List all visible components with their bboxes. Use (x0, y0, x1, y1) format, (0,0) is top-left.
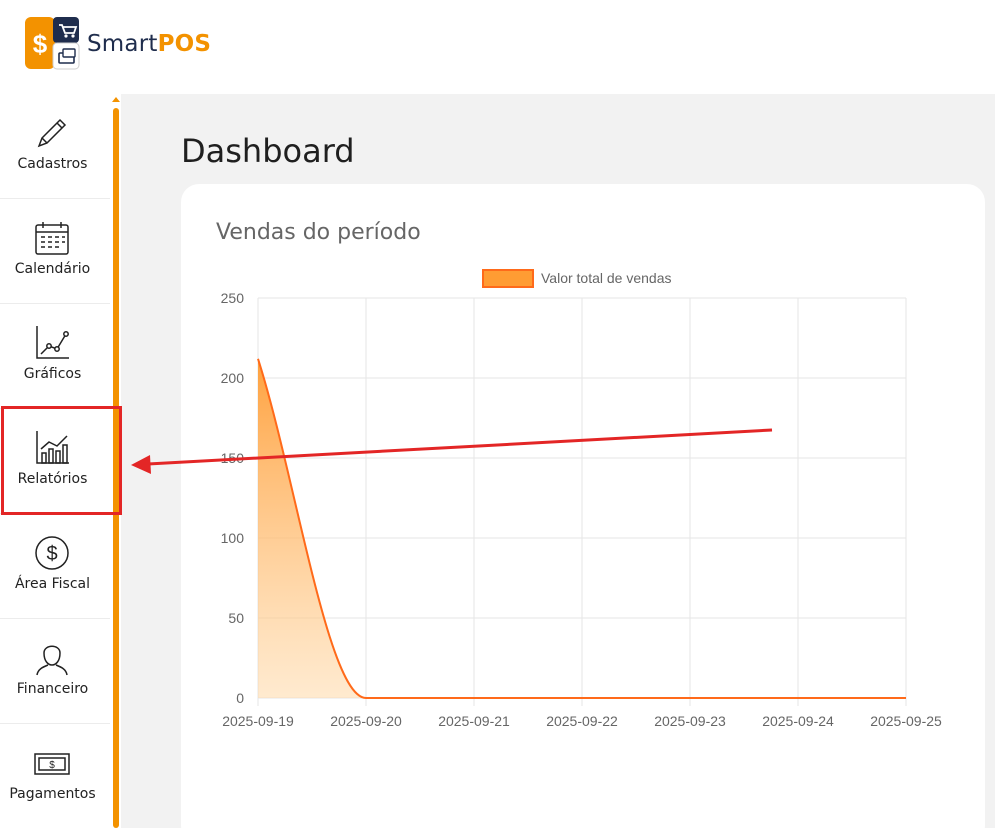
sidebar-item-cadastros[interactable]: Cadastros (0, 94, 110, 199)
top-bar: $ SmartPOS (0, 0, 995, 94)
sidebar-item-label: Gráficos (23, 366, 82, 382)
sidebar-item-graficos[interactable]: Gráficos (0, 304, 110, 409)
smartpos-logo-icon[interactable]: $ (25, 15, 81, 71)
person-icon (33, 639, 71, 677)
svg-text:$: $ (49, 760, 55, 771)
sidebar-item-pagamentos[interactable]: $ Pagamentos (0, 724, 110, 828)
bar-chart-icon (33, 429, 71, 467)
page-title: Dashboard (181, 132, 355, 170)
sidebar: Cadastros Calendário Gráficos Relatórios (0, 94, 120, 828)
svg-text:$: $ (33, 29, 48, 59)
brand-name-part1: Smart (87, 31, 158, 57)
sidebar-item-label: Cadastros (17, 156, 88, 172)
scrollbar-up-arrow-icon[interactable] (112, 97, 120, 102)
dollar-circle-icon: $ (33, 534, 71, 572)
sidebar-item-area-fiscal[interactable]: $ Área Fiscal (0, 514, 110, 619)
sidebar-item-label: Relatórios (17, 471, 88, 487)
brand-name-part2: POS (157, 31, 212, 57)
sidebar-item-financeiro[interactable]: Financeiro (0, 619, 110, 724)
brand-name: SmartPOS (87, 29, 211, 58)
sales-card: Vendas do período (181, 184, 985, 828)
svg-text:$: $ (46, 543, 57, 565)
pencil-icon (33, 114, 71, 152)
sidebar-item-label: Financeiro (16, 681, 89, 697)
card-title: Vendas do período (216, 220, 421, 245)
sidebar-item-label: Pagamentos (9, 786, 96, 802)
line-chart-icon (33, 324, 71, 362)
main-content: Dashboard Vendas do período (121, 94, 995, 828)
annotation-highlight-box (1, 406, 122, 515)
banknote-icon: $ (33, 744, 71, 782)
sidebar-item-label: Calendário (14, 261, 91, 277)
sidebar-scrollbar[interactable] (113, 108, 119, 828)
sidebar-item-calendario[interactable]: Calendário (0, 199, 110, 304)
calendar-icon (33, 219, 71, 257)
sidebar-item-label: Área Fiscal (14, 576, 91, 592)
